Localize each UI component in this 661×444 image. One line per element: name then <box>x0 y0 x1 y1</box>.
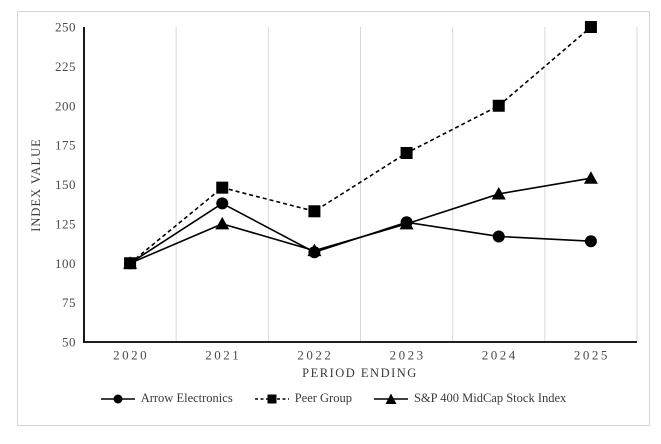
legend-square-marker-icon <box>254 394 289 403</box>
x-tick-label: 2022 <box>297 348 333 363</box>
y-tick-label: 75 <box>62 295 76 310</box>
square-marker <box>216 181 229 194</box>
x-tick-label: 2024 <box>482 348 518 363</box>
y-tick-label: 125 <box>55 216 76 231</box>
x-tick-label: 2020 <box>113 348 149 363</box>
y-tick-label: 225 <box>55 59 76 74</box>
triangle-marker <box>583 171 598 184</box>
triangle-marker <box>399 216 414 230</box>
x-axis-title: PERIOD ENDING <box>302 366 418 380</box>
square-marker <box>492 99 505 112</box>
legend-circle-marker-icon <box>100 394 135 403</box>
legend-label: S&P 400 MidCap Stock Index <box>413 391 567 405</box>
triangle-marker <box>307 243 322 257</box>
tick-labels: 50 75 100 125 150 175 200 225 250 2020 2021 2022 202… <box>55 20 610 363</box>
series-line-triangle <box>129 177 592 264</box>
circle-marker <box>584 235 597 248</box>
y-tick-label: 200 <box>55 98 76 113</box>
gridlines <box>175 27 638 342</box>
triangle-marker <box>123 256 138 269</box>
legend-triangle-marker-icon <box>373 393 408 404</box>
x-tick-label: 2025 <box>574 348 610 363</box>
square-marker <box>400 147 413 159</box>
square-marker <box>308 205 321 218</box>
square-marker <box>584 21 597 33</box>
y-tick-label: 175 <box>55 138 76 153</box>
triangle-marker <box>215 216 230 230</box>
chart-legend: Arrow Electronics Peer Group S&P 400 Mid… <box>17 391 650 406</box>
legend-item-peer-group: Peer Group <box>254 391 352 406</box>
y-axis-title: INDEX VALUE <box>29 138 43 232</box>
x-tick-label: 2021 <box>205 348 241 363</box>
y-tick-label: 100 <box>55 256 76 271</box>
series-line-square <box>129 26 592 264</box>
axes <box>83 27 637 343</box>
legend-label: Peer Group <box>294 391 352 405</box>
x-tick-label: 2023 <box>390 348 426 363</box>
series-lines <box>123 21 598 270</box>
legend-item-arrow-electronics: Arrow Electronics <box>100 391 233 406</box>
circle-marker <box>492 230 505 243</box>
y-tick-label: 250 <box>55 20 76 35</box>
circle-marker <box>216 197 229 210</box>
y-tick-label: 150 <box>55 177 76 192</box>
legend-label: Arrow Electronics <box>140 391 233 405</box>
legend-item-sp400-midcap: S&P 400 MidCap Stock Index <box>373 391 567 406</box>
triangle-marker <box>491 186 506 200</box>
y-tick-label: 50 <box>62 335 76 350</box>
